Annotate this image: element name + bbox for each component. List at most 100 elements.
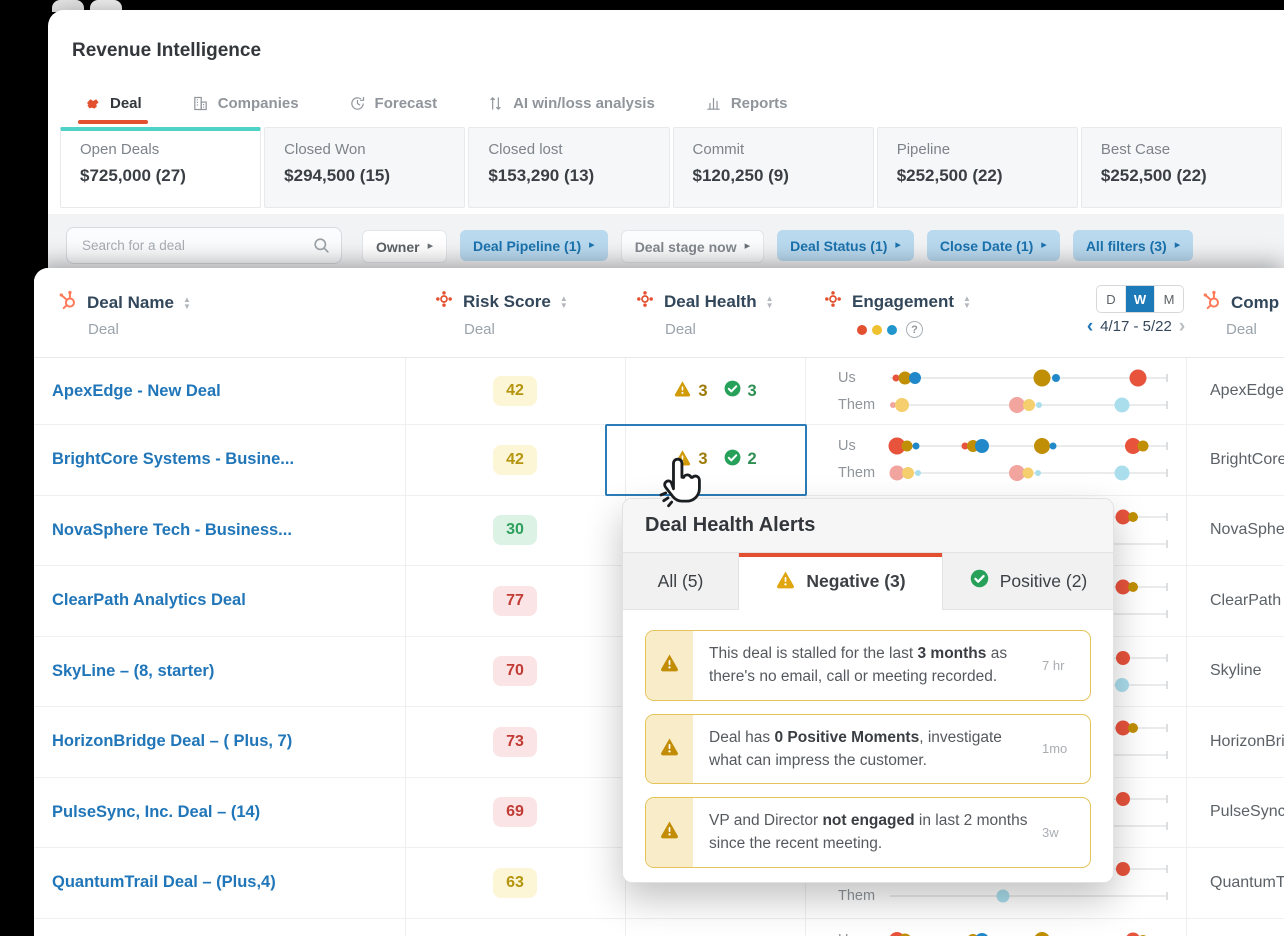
engagement-dot-gold bbox=[966, 933, 979, 936]
summary-cards: Open Deals $725,000 (27) Closed Won $294… bbox=[60, 127, 1283, 208]
engagement-dot-gold bbox=[1127, 723, 1138, 734]
column-header-engagement[interactable]: Engagement ▲ ▼ bbox=[823, 289, 971, 314]
column-header-risk-score[interactable]: Risk Score ▲ ▼ bbox=[434, 289, 568, 314]
tab-reports[interactable]: Reports bbox=[705, 95, 788, 112]
engagement-dot-gold bbox=[1127, 582, 1138, 593]
column-subtitle: Deal bbox=[1226, 321, 1257, 338]
engagement-dot-gold bbox=[1137, 440, 1149, 452]
summary-card-best-case[interactable]: Best Case $252,500 (22) bbox=[1080, 127, 1283, 208]
filter-deal-status[interactable]: Deal Status (1) ▸ bbox=[777, 230, 914, 261]
engagement-dot-red bbox=[1116, 650, 1131, 665]
engagement-dot-blue bbox=[908, 371, 921, 384]
sort-icon[interactable]: ▲ ▼ bbox=[182, 294, 191, 311]
period-month[interactable]: M bbox=[1154, 286, 1183, 312]
sort-icon[interactable]: ▲ ▼ bbox=[963, 293, 971, 310]
deal-name-link[interactable]: NovaSphere Tech - Business... bbox=[52, 520, 292, 539]
deal-health-cell[interactable] bbox=[625, 919, 805, 936]
filter-deal-pipeline[interactable]: Deal Pipeline (1) ▸ bbox=[460, 230, 608, 261]
popup-tab-all[interactable]: All (5) bbox=[623, 553, 739, 610]
engagement-dot-gold bbox=[898, 371, 912, 384]
warning-icon bbox=[659, 736, 680, 762]
popup-tab-negative[interactable]: Negative (3) bbox=[739, 553, 943, 610]
tab-ai-winloss[interactable]: AI win/loss analysis bbox=[487, 95, 655, 112]
deal-name-link[interactable]: QuantumTrail Deal – (Plus,4) bbox=[52, 873, 276, 892]
engagement-cell: Us Them bbox=[805, 358, 1180, 424]
filter-deal-stage[interactable]: Deal stage now ▸ bbox=[620, 230, 765, 263]
period-day[interactable]: D bbox=[1106, 291, 1116, 307]
deal-health-cell[interactable]: 3 3 bbox=[625, 358, 805, 424]
engagement-track-them bbox=[889, 396, 1166, 413]
column-header-company[interactable]: Comp bbox=[1200, 289, 1279, 316]
engagement-dot-pink bbox=[889, 401, 896, 408]
page-title: Revenue Intelligence bbox=[72, 39, 262, 61]
engagement-dot-yellow bbox=[1023, 398, 1036, 411]
date-range-nav: ‹ 4/17 - 5/22 › bbox=[1056, 317, 1216, 336]
tab-forecast[interactable]: Forecast bbox=[349, 95, 437, 112]
period-week[interactable]: W bbox=[1125, 286, 1154, 312]
engagement-dot-blue bbox=[975, 932, 990, 936]
risk-score-badge: 42 bbox=[493, 444, 537, 475]
owner-filter-button[interactable]: Owner ▸ bbox=[362, 230, 448, 263]
reports-icon bbox=[705, 95, 722, 112]
filter-chips: Deal Pipeline (1) ▸ Deal stage now ▸ Deal … bbox=[460, 230, 1194, 263]
warning-icon bbox=[775, 569, 796, 595]
engagement-track-them bbox=[890, 889, 1166, 903]
chevron-right-icon: ▸ bbox=[1174, 239, 1181, 251]
deal-name-link[interactable]: ApexEdge - New Deal bbox=[52, 381, 221, 400]
engagement-dot-lightblue bbox=[1036, 401, 1043, 408]
engagement-dot-red bbox=[1125, 932, 1141, 936]
engagement-track-us bbox=[890, 369, 1166, 386]
company-name: QuantumTrail bbox=[1210, 873, 1284, 891]
engagement-dot-gold bbox=[1033, 931, 1050, 936]
chevron-right-icon: ▸ bbox=[427, 240, 434, 252]
search-input[interactable] bbox=[80, 228, 314, 263]
column-divider bbox=[405, 268, 406, 936]
alert-item: Deal has 0 Positive Moments, investigate… bbox=[645, 713, 1091, 784]
sort-icon[interactable]: ▲ ▼ bbox=[559, 293, 568, 310]
engagement-dot-blue bbox=[1049, 442, 1057, 450]
deal-name-link[interactable]: BrightCore Systems - Busine... bbox=[52, 450, 295, 469]
deal-name-link[interactable]: SkyLine – (8, starter) bbox=[52, 661, 215, 680]
filter-bar: Owner▸ Deal Pipeline (1)▸ Deal stage now… bbox=[48, 214, 1284, 278]
summary-card-open-deals[interactable]: Open Deals $725,000 (27) bbox=[60, 127, 262, 208]
deal-health-cell-selected[interactable]: 3 2 bbox=[625, 425, 805, 495]
chevron-right-icon: ▸ bbox=[589, 239, 595, 251]
company-name: HorizonBridge bbox=[1210, 732, 1284, 750]
chevron-left-icon[interactable]: ‹ bbox=[1086, 316, 1094, 337]
tab-companies[interactable]: Companies bbox=[192, 95, 299, 112]
engagement-dot-gold bbox=[1033, 438, 1050, 455]
summary-card-commit[interactable]: Commit $120,250 (9) bbox=[672, 127, 874, 208]
deal-name-link[interactable]: PulseSync, Inc. Deal – (14) bbox=[52, 802, 261, 821]
warning-icon bbox=[673, 448, 692, 472]
deal-name-link[interactable]: ClearPath Analytics Deal bbox=[52, 591, 246, 610]
column-header-deal-name[interactable]: Deal Name ▲ ▼ bbox=[56, 289, 191, 316]
summary-card-pipeline[interactable]: Pipeline $252,500 (22) bbox=[876, 127, 1078, 208]
summary-card-closed-lost[interactable]: Closed lost $153,290 (13) bbox=[468, 127, 670, 208]
summary-card-closed-won[interactable]: Closed Won $294,500 (15) bbox=[264, 127, 466, 208]
chevron-right-icon: ▸ bbox=[1041, 239, 1047, 251]
table-row: ApexEdge - New Deal 42 3 3 Us Them ApexE… bbox=[34, 358, 1284, 425]
tab-deal[interactable]: Deal bbox=[78, 95, 148, 124]
help-icon[interactable]: ? bbox=[906, 321, 923, 338]
alert-text: This deal is stalled for the last 3 mont… bbox=[709, 645, 1008, 686]
company-name: Skyline bbox=[1210, 662, 1262, 680]
search-icon bbox=[312, 236, 331, 260]
risk-score-badge: 69 bbox=[493, 797, 537, 828]
engagement-dot-red bbox=[1116, 791, 1131, 806]
forecast-icon bbox=[349, 95, 366, 112]
filter-close-date[interactable]: Close Date (1) ▸ bbox=[926, 230, 1060, 261]
ai-score-icon bbox=[823, 289, 843, 314]
sort-icon[interactable]: ▲ ▼ bbox=[765, 293, 774, 310]
popup-tab-positive[interactable]: Positive (2) bbox=[943, 553, 1113, 610]
column-divider bbox=[1186, 268, 1187, 936]
engagement-dot-blue bbox=[975, 439, 990, 454]
ai-winloss-icon bbox=[487, 95, 504, 112]
engagement-dot-blue bbox=[1051, 373, 1060, 382]
column-subtitle: Deal bbox=[665, 321, 696, 338]
chevron-right-icon[interactable]: › bbox=[1178, 316, 1186, 337]
filter-all-filters[interactable]: All filters (3) ▸ bbox=[1072, 230, 1194, 261]
engagement-dot-gold bbox=[898, 933, 912, 936]
engagement-dot-lightblue bbox=[1114, 677, 1129, 692]
deal-name-link[interactable]: HorizonBridge Deal – ( Plus, 7) bbox=[52, 732, 293, 751]
column-header-deal-health[interactable]: Deal Health ▲ ▼ bbox=[635, 289, 774, 314]
